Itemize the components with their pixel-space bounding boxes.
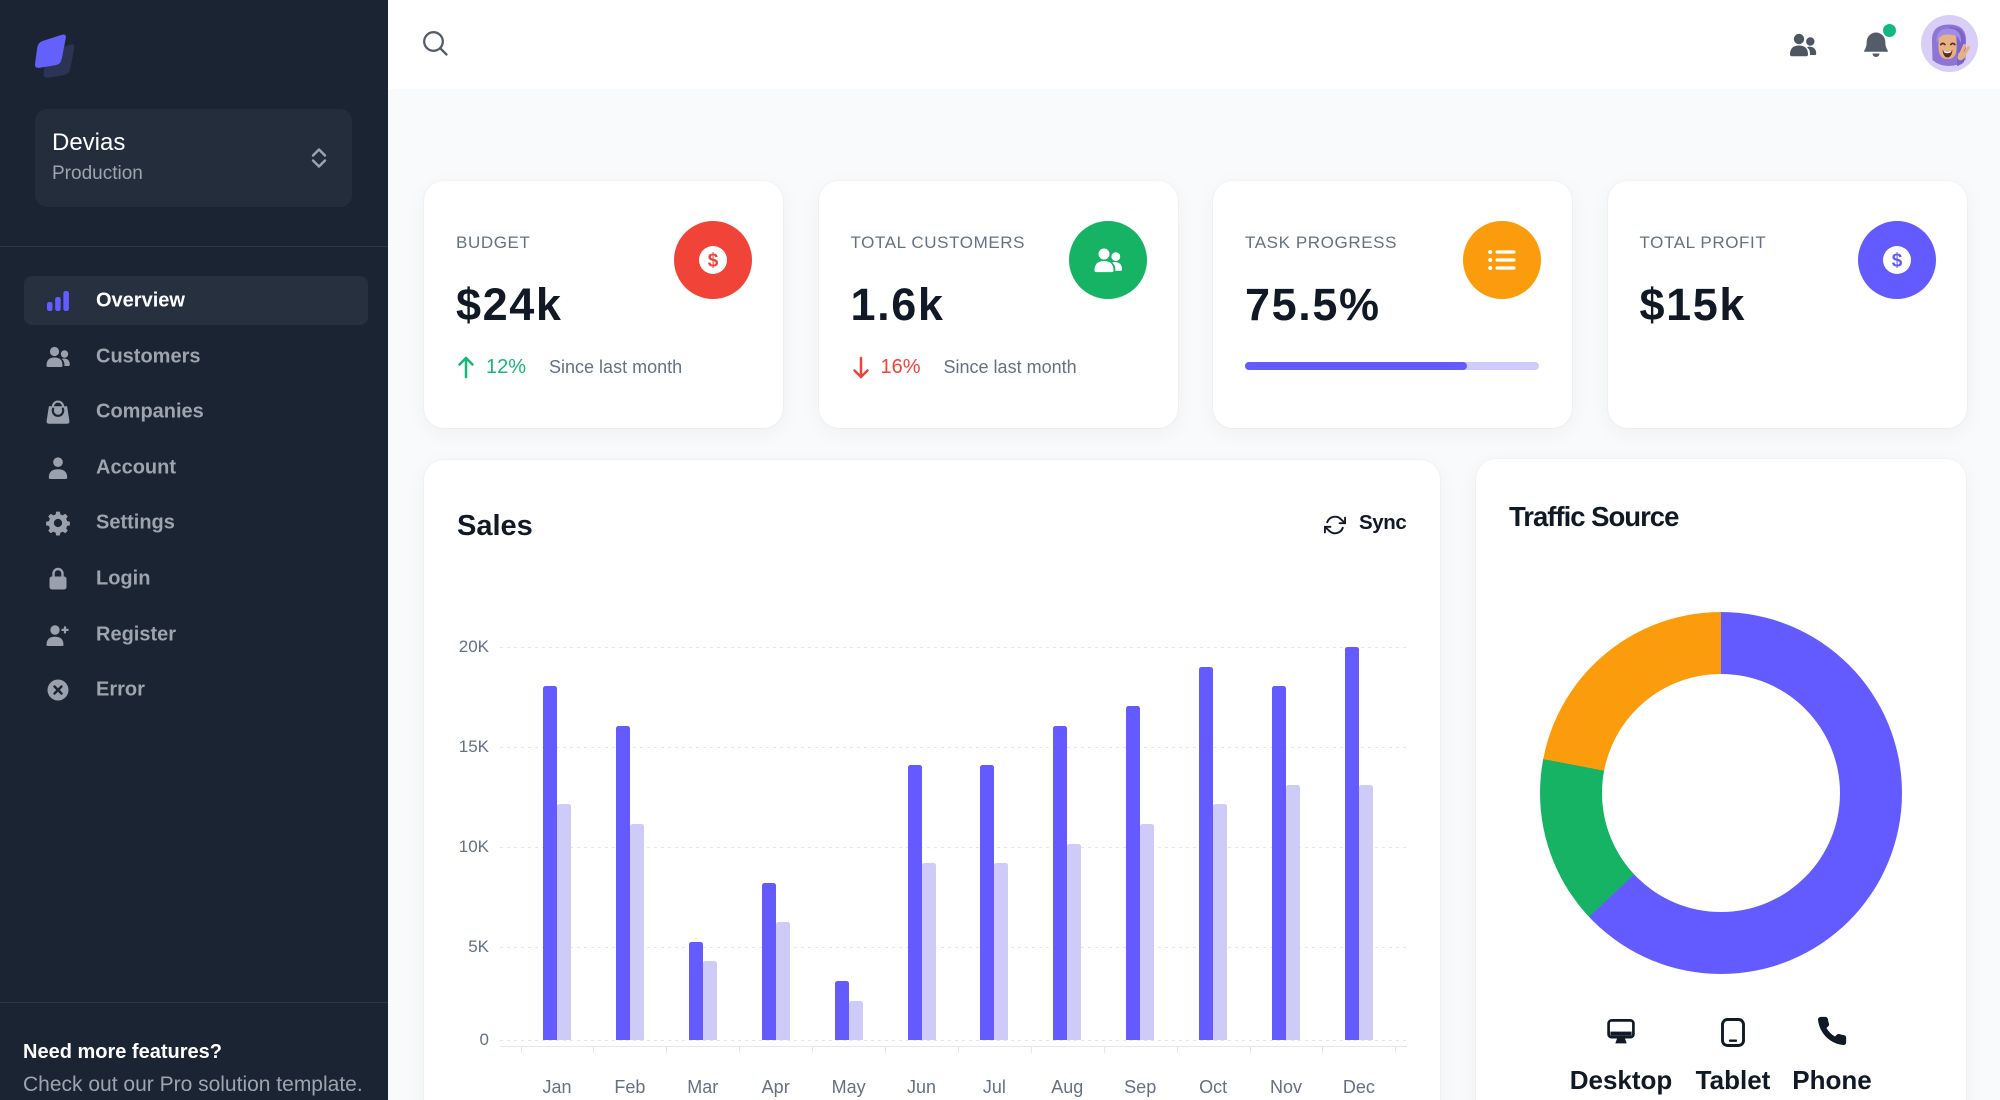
svg-text:$: $: [1891, 251, 1902, 272]
svg-text:$: $: [708, 251, 719, 272]
